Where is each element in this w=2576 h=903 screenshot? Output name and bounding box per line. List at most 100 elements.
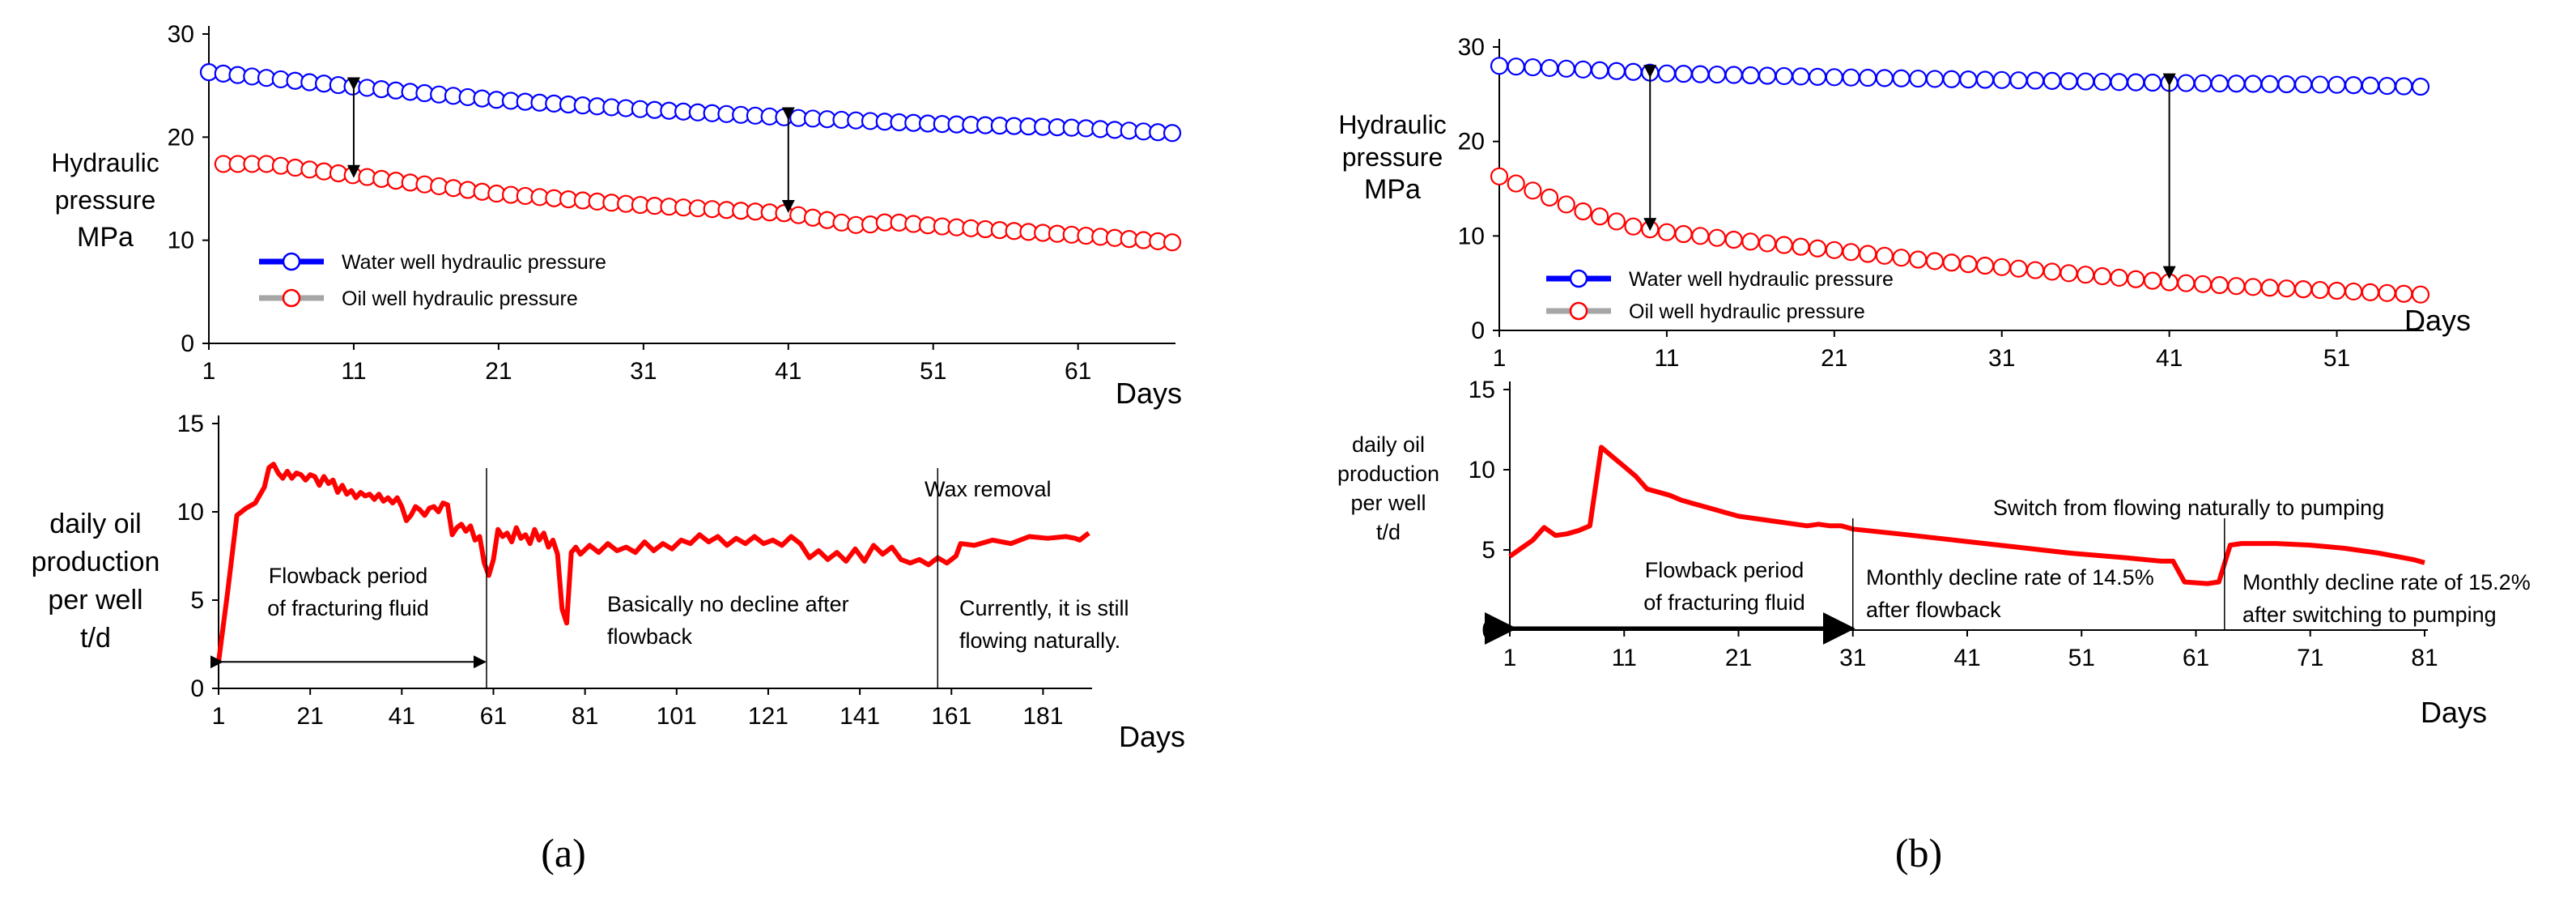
x-tick-label: 11 — [341, 358, 366, 385]
legend: Water well hydraulic pressure Oil well hy… — [259, 251, 606, 310]
data-point — [1163, 124, 1182, 143]
data-point — [803, 208, 823, 227]
annotation-flowback: Flowback period — [269, 564, 428, 588]
data-point — [1925, 70, 1945, 88]
data-point — [2378, 76, 2396, 96]
x-tick-label: 61 — [2183, 645, 2209, 671]
series-oil-pressure — [1490, 167, 2430, 304]
x-tick-label: 41 — [1953, 645, 1980, 671]
data-point — [1507, 174, 1525, 193]
y-tick-label: 10 — [168, 228, 194, 254]
y-axis-title-line: production — [1337, 462, 1439, 486]
data-point — [832, 213, 851, 232]
legend-label: Water well hydraulic pressure — [342, 251, 606, 274]
data-point — [2395, 284, 2413, 303]
data-point — [1909, 69, 1928, 88]
data-point — [1674, 224, 1693, 244]
y-axis-title-line: production — [32, 547, 160, 577]
annotation-switch: Switch from flowing naturally to pumping — [1993, 496, 2384, 520]
data-point — [1758, 234, 1777, 253]
legend-marker — [282, 288, 301, 308]
data-point — [2361, 283, 2380, 301]
data-point — [2110, 268, 2128, 287]
data-point — [1925, 252, 1945, 270]
annotation-flowback: of fracturing fluid — [267, 596, 429, 620]
data-point — [2043, 71, 2061, 90]
y-tick-label: 15 — [177, 411, 204, 437]
x-tick-label: 81 — [572, 703, 598, 730]
x-axis-title: Days — [2404, 304, 2471, 337]
data-point — [1607, 62, 1626, 80]
x-tick-label: 81 — [2411, 645, 2438, 671]
panel-label-a: (a) — [541, 830, 586, 875]
data-point — [1691, 227, 1710, 245]
data-point — [789, 206, 808, 224]
data-point — [2026, 71, 2045, 90]
data-point — [1707, 228, 1727, 247]
y-axis-title-line: Hydraulic — [1338, 110, 1446, 139]
legend-marker — [282, 252, 301, 271]
x-axis-title: Days — [1119, 720, 1185, 753]
data-point — [1724, 230, 1743, 249]
data-point — [1859, 245, 1877, 263]
data-point — [1691, 65, 1710, 83]
annotation-flowback: Flowback period — [1645, 558, 1804, 582]
data-point — [2193, 275, 2213, 293]
y-tick-label: 15 — [1469, 377, 1495, 403]
panel-label-b: (b) — [1895, 830, 1942, 875]
data-point — [1724, 66, 1743, 84]
data-point — [1825, 68, 1843, 87]
data-point — [2294, 75, 2313, 94]
annotation-currently: Currently, it is still — [959, 596, 1129, 620]
y-axis-title-line: MPa — [1364, 174, 1421, 205]
data-point — [1942, 253, 1961, 272]
y-tick-label: 5 — [1481, 537, 1495, 564]
data-point — [1540, 58, 1559, 78]
data-point — [1707, 65, 1727, 84]
data-point — [1574, 60, 1592, 79]
data-point — [1657, 223, 1677, 241]
data-point — [1674, 65, 1693, 83]
data-point — [1909, 250, 1928, 269]
annotation-decline1: after flowback — [1866, 598, 2001, 622]
y-axis-title-line: MPa — [77, 222, 134, 253]
x-tick-label: 161 — [931, 703, 971, 730]
x-tick-label: 21 — [1725, 645, 1752, 671]
y-tick-label: 10 — [1458, 223, 1485, 249]
x-tick-label: 21 — [296, 703, 323, 730]
data-point — [2277, 75, 2296, 94]
legend-marker — [1569, 301, 1588, 321]
data-point — [2327, 75, 2346, 94]
legend-marker — [1569, 269, 1588, 288]
x-tick-label: 61 — [1065, 358, 1091, 385]
y-tick-label: 20 — [1458, 129, 1485, 155]
data-point — [1775, 236, 1793, 254]
x-tick-label: 121 — [748, 703, 789, 730]
data-point — [2310, 280, 2329, 300]
y-axis-title-line: pressure — [1342, 143, 1443, 172]
data-point — [1809, 67, 1827, 86]
y-tick-label: 10 — [1469, 457, 1495, 483]
annotation-decline2: after switching to pumping — [2242, 603, 2497, 627]
data-point — [2127, 73, 2145, 92]
y-axis-title-line: per well — [1350, 491, 1426, 515]
data-point — [1524, 58, 1542, 77]
x-axis-title: Days — [1116, 377, 1182, 410]
data-point — [1741, 66, 1760, 85]
x-tick-label: 1 — [212, 703, 226, 730]
data-point — [1842, 243, 1860, 262]
data-point — [2060, 72, 2078, 91]
annotation-decline1: Monthly decline rate of 14.5% — [1866, 565, 2154, 590]
data-point — [1792, 67, 1810, 86]
annotation-wax: Wax removal — [925, 477, 1052, 501]
y-tick-label: 0 — [1471, 317, 1485, 344]
annotation-decline2: Monthly decline rate of 15.2% — [2242, 570, 2531, 594]
data-point — [2411, 77, 2430, 96]
data-point — [2127, 270, 2145, 288]
y-tick-label: 0 — [190, 675, 204, 702]
x-tick-label: 31 — [1839, 645, 1866, 671]
data-point — [1624, 62, 1643, 81]
